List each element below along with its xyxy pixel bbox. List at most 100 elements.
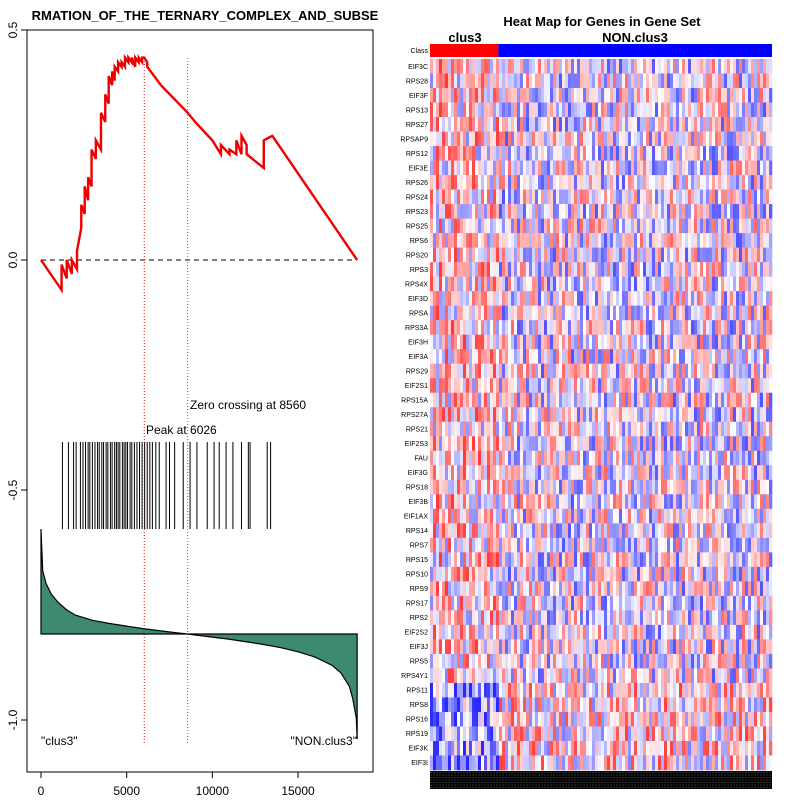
- heatmap-cell: [691, 88, 695, 103]
- heatmap-cell: [535, 291, 539, 306]
- heatmap-cell: [727, 407, 731, 423]
- heatmap-cell: [766, 247, 770, 263]
- heatmap-cell: [550, 566, 554, 582]
- heatmap-cell: [646, 117, 650, 132]
- heatmap-cell: [502, 450, 506, 466]
- heatmap-cell: [667, 523, 671, 539]
- heatmap-cell: [517, 523, 521, 539]
- heatmap-cell: [532, 175, 536, 190]
- heatmap-cell: [733, 131, 737, 147]
- heatmap-cell: [631, 392, 635, 408]
- heatmap-cell: [709, 363, 713, 379]
- heatmap-cell: [571, 218, 575, 234]
- heatmap-cell: [433, 349, 437, 365]
- heatmap-cell: [652, 378, 656, 394]
- heatmap-cell: [481, 407, 485, 423]
- heatmap-cell: [607, 175, 611, 190]
- heatmap-cell: [763, 320, 767, 335]
- heatmap-cell: [688, 247, 692, 263]
- heatmap-cell: [595, 88, 599, 103]
- heatmap-cell: [514, 450, 518, 466]
- heatmap-cell: [613, 349, 617, 365]
- heatmap-cell: [460, 624, 464, 640]
- heatmap-cell: [685, 508, 689, 524]
- heatmap-cell: [559, 59, 563, 74]
- heatmap-cell: [454, 247, 458, 263]
- heatmap-cell: [700, 102, 704, 118]
- heatmap-cell: [481, 363, 485, 379]
- heatmap-cell: [694, 610, 698, 626]
- heatmap-cell: [496, 407, 500, 423]
- heatmap-cell: [556, 349, 560, 365]
- heatmap-cell: [466, 421, 470, 437]
- heatmap-cell: [457, 320, 461, 335]
- heatmap-cell: [682, 450, 686, 466]
- heatmap-cell: [619, 262, 623, 277]
- heatmap-cell: [748, 392, 752, 408]
- heatmap-cell: [625, 276, 629, 292]
- heatmap-cell: [658, 247, 662, 263]
- heatmap-cell: [667, 204, 671, 219]
- heatmap-cell: [766, 581, 770, 597]
- heatmap-cell: [478, 247, 482, 263]
- heatmap-cell: [472, 175, 476, 190]
- heatmap-cell: [718, 552, 722, 568]
- heatmap-cell: [724, 131, 728, 147]
- heatmap-cell: [685, 59, 689, 74]
- heatmap-cell: [565, 581, 569, 597]
- heatmap-cell: [637, 566, 641, 582]
- heatmap-cell: [514, 595, 518, 611]
- y-tick-label: 0.0: [6, 251, 20, 268]
- heatmap-cell: [682, 189, 686, 205]
- heatmap-cell: [628, 233, 632, 248]
- heatmap-cell: [487, 653, 491, 669]
- heatmap-cell: [553, 102, 557, 118]
- class-label-clus3: clus3: [448, 30, 481, 45]
- heatmap-cell: [652, 305, 656, 321]
- heatmap-cell: [598, 247, 602, 263]
- heatmap-cell: [499, 305, 503, 321]
- heatmap-cell: [442, 581, 446, 597]
- heatmap-cell: [592, 334, 596, 350]
- heatmap-cell: [697, 610, 701, 626]
- heatmap-cell: [616, 233, 620, 248]
- heatmap-cell: [517, 653, 521, 669]
- heatmap-cell: [487, 508, 491, 524]
- heatmap-cell: [487, 378, 491, 394]
- heatmap-cell: [709, 407, 713, 423]
- heatmap-cell: [568, 421, 572, 437]
- heatmap-cell: [490, 88, 494, 103]
- heatmap-cell: [634, 320, 638, 335]
- heatmap-cell: [514, 305, 518, 321]
- heatmap-cell: [589, 639, 593, 655]
- heatmap-cell: [673, 436, 677, 452]
- heatmap-cell: [457, 653, 461, 669]
- heatmap-cell: [661, 349, 665, 365]
- heatmap-cell: [601, 334, 605, 350]
- heatmap-cell: [715, 175, 719, 190]
- heatmap-cell: [742, 421, 746, 437]
- heatmap-cell: [460, 610, 464, 626]
- heatmap-cell: [466, 218, 470, 234]
- heatmap-cell: [490, 262, 494, 277]
- heatmap-cell: [631, 639, 635, 655]
- heatmap-cell: [652, 291, 656, 306]
- heatmap-cell: [484, 653, 488, 669]
- heatmap-cell: [601, 479, 605, 495]
- heatmap-cell: [511, 595, 515, 611]
- heatmap-cell: [670, 552, 674, 568]
- heatmap-cell: [436, 639, 440, 655]
- heatmap-cell: [733, 262, 737, 277]
- heatmap-cell: [577, 610, 581, 626]
- heatmap-cell: [619, 247, 623, 263]
- heatmap-cell: [538, 639, 542, 655]
- heatmap-cell: [613, 668, 617, 684]
- heatmap-cell: [595, 160, 599, 176]
- heatmap-cell: [466, 262, 470, 277]
- heatmap-cell: [589, 436, 593, 452]
- heatmap-cell: [496, 320, 500, 335]
- heatmap-cell: [466, 639, 470, 655]
- heatmap-cell: [436, 392, 440, 408]
- heatmap-cell: [439, 276, 443, 292]
- heatmap-cell: [439, 334, 443, 350]
